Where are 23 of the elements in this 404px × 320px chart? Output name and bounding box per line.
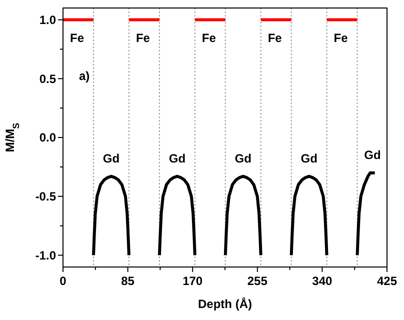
y-tick-label: 0.0 xyxy=(39,130,56,145)
annotation: Fe xyxy=(136,30,150,45)
annotation: Fe xyxy=(202,30,216,45)
annotation: Fe xyxy=(268,30,282,45)
y-tick-label: 0.5 xyxy=(39,72,56,86)
annotation: Gd xyxy=(300,151,318,166)
annotation: Gd xyxy=(234,151,252,166)
annotation: Fe xyxy=(70,30,84,45)
annotation: Gd xyxy=(364,148,381,162)
x-tick-label: 170 xyxy=(182,274,203,288)
x-tick-label: 255 xyxy=(247,274,268,288)
annotation: Fe xyxy=(334,30,348,45)
annotation: Gd xyxy=(168,151,186,166)
x-axis-title: Depth (Å) xyxy=(198,297,252,311)
x-tick-label: 85 xyxy=(121,274,135,288)
x-tick-label: 340 xyxy=(312,274,333,288)
x-tick-label: 0 xyxy=(60,274,67,288)
x-tick-label: 425 xyxy=(376,274,398,288)
annotation: Gd xyxy=(102,151,120,166)
annotation: a) xyxy=(79,69,90,83)
y-tick-label: 1.0 xyxy=(39,12,56,27)
y-tick-label: -0.5 xyxy=(35,190,56,204)
y-tick-label: -1.0 xyxy=(35,248,56,262)
